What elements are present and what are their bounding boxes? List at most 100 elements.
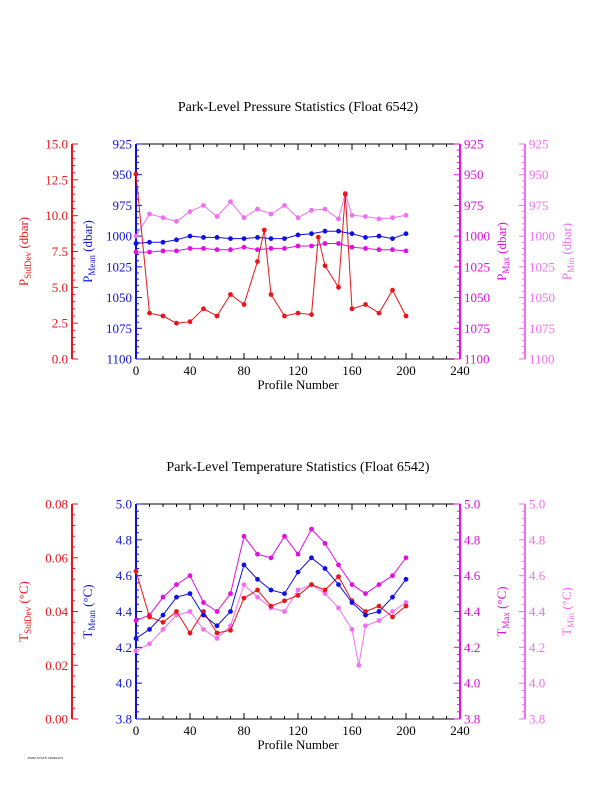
y-tick-label: 1050 (464, 290, 490, 305)
y-tick-label: 4.4 (116, 604, 133, 619)
data-point (187, 209, 193, 215)
data-point (363, 235, 368, 240)
x-tick-label: 0 (133, 723, 140, 738)
data-point (390, 215, 395, 221)
data-point (349, 231, 355, 237)
data-point (295, 243, 301, 249)
series-min (133, 190, 409, 239)
data-point (322, 206, 328, 212)
data-point (356, 662, 362, 668)
data-point (228, 199, 233, 205)
data-point (309, 582, 314, 587)
data-point (147, 239, 152, 245)
data-point (187, 609, 193, 614)
data-point (174, 248, 179, 254)
chart-panel-2: Park-Level Temperature Statistics (Float… (16, 460, 576, 752)
data-point (336, 216, 341, 222)
data-point (174, 582, 179, 587)
y-tick-label: 1025 (529, 259, 555, 274)
data-point (201, 627, 206, 632)
data-point (390, 609, 395, 614)
y-tick-label: 0.0 (52, 352, 68, 367)
data-point (241, 595, 247, 601)
data-point (241, 244, 247, 250)
data-point (322, 587, 328, 593)
data-point (214, 235, 220, 240)
data-point (268, 246, 274, 251)
series-mean (133, 555, 409, 641)
data-point (282, 533, 287, 539)
y-axis-label: PMax (dbar) (494, 222, 511, 281)
data-point (133, 618, 139, 623)
y-axis-label: TMin (°C) (559, 587, 576, 636)
data-point (390, 573, 395, 579)
y-tick-label: 4.0 (464, 676, 480, 691)
series-max (133, 526, 409, 623)
data-point (390, 236, 395, 242)
y-axis-mean: 3.8 4.0 4.2 4.4 4.6 4.8 5.0 TMean (°C) (80, 497, 142, 727)
y-tick-label: 5.0 (116, 497, 132, 512)
x-tick-label: 240 (450, 363, 470, 378)
x-tick-label: 200 (396, 363, 416, 378)
series-min (133, 582, 409, 668)
data-point (322, 228, 328, 234)
data-point (363, 591, 368, 596)
y-tick-label: 4.6 (464, 568, 481, 583)
y-tick-label: 2.5 (52, 316, 68, 331)
data-point (282, 598, 287, 604)
data-point (336, 574, 341, 579)
y-tick-label: 950 (529, 167, 549, 182)
y-tick-label: 0.06 (45, 550, 68, 565)
x-tick-label: 120 (288, 363, 308, 378)
data-point (363, 302, 368, 307)
y-tick-label: 950 (113, 167, 133, 182)
y-axis-label: TStdDev (°C) (16, 581, 33, 642)
data-point (255, 551, 260, 557)
data-point (241, 302, 247, 307)
data-point (228, 591, 233, 596)
data-point (403, 212, 409, 218)
data-point (255, 247, 260, 253)
data-point (376, 582, 382, 587)
y-tick-label: 1100 (106, 352, 132, 367)
y-tick-label: 0.04 (45, 604, 68, 619)
data-point (255, 235, 260, 240)
data-point (295, 587, 301, 593)
data-point (390, 247, 395, 253)
data-point (174, 594, 179, 600)
data-point (322, 241, 328, 246)
data-point (363, 214, 368, 219)
data-point (133, 636, 139, 641)
y-tick-label: 975 (464, 198, 484, 213)
data-point (309, 243, 314, 249)
y-tick-label: 1000 (464, 229, 490, 244)
data-point (403, 576, 409, 582)
data-point (228, 609, 233, 614)
data-point (241, 533, 247, 539)
x-tick-label: 160 (342, 363, 362, 378)
data-point (241, 582, 247, 587)
data-point (309, 526, 314, 532)
y-axis-stddev: 0.00 0.02 0.04 0.06 0.08 TStdDev (°C) (16, 497, 78, 727)
y-tick-label: 925 (464, 137, 484, 152)
x-tick-label: 240 (450, 723, 470, 738)
y-axis-max: 3.8 4.0 4.2 4.4 4.6 4.8 5.0 TMax (°C) (454, 497, 511, 727)
data-point (214, 313, 220, 319)
y-tick-label: 925 (529, 137, 549, 152)
y-tick-label: 4.8 (529, 532, 545, 547)
data-point (295, 569, 301, 575)
x-tick-label: 80 (238, 363, 251, 378)
data-point (390, 287, 395, 293)
data-point (133, 568, 139, 574)
data-point (295, 310, 301, 316)
data-point (315, 234, 321, 240)
chart-title: Park-Level Pressure Statistics (Float 65… (178, 100, 419, 115)
y-tick-label: 1050 (106, 290, 132, 305)
y-axis-min: 925 950 975 1000 1025 1050 1075 1100 PMin (dbar) (519, 137, 576, 367)
data-point (174, 219, 179, 224)
y-tick-label: 5.0 (52, 280, 68, 295)
y-axis-label: TMean (°C) (80, 584, 97, 638)
data-point (214, 630, 220, 636)
data-point (255, 576, 260, 582)
